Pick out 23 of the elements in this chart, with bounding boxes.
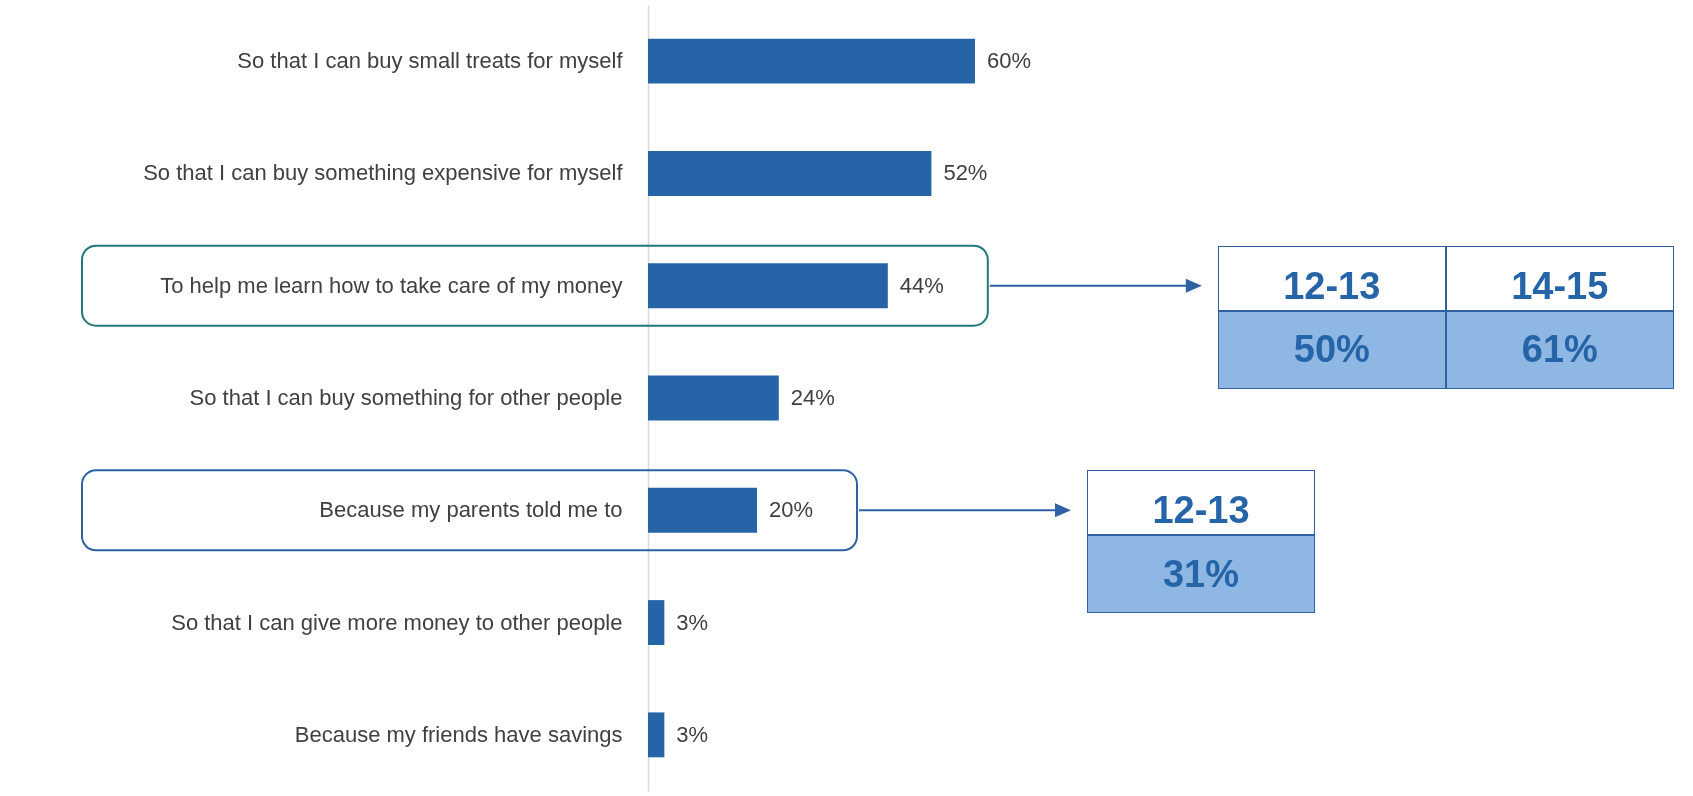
bar (648, 712, 665, 758)
y-tick-label: To help me learn how to take care of my money (160, 272, 623, 298)
data-label: 24% (790, 385, 835, 410)
bar (648, 38, 975, 84)
data-label: 20% (769, 497, 814, 523)
bar (648, 150, 932, 196)
y-tick-label: So that I can buy something expensive for myself (143, 160, 624, 186)
y-tick-label: So that I can give more money to other people (171, 609, 623, 635)
bar (648, 487, 757, 533)
y-tick-label: So that I can buy something for other people (189, 385, 623, 410)
data-label: 3% (676, 609, 709, 635)
y-tick-label: So that I can buy small treats for myself (237, 48, 624, 74)
data-label: 52% (943, 160, 988, 186)
y-tick-label: Because my parents told me to (319, 497, 623, 523)
data-label: 44% (899, 272, 944, 298)
age-table: 12-13 31% (1087, 470, 1315, 614)
bar (648, 375, 779, 421)
data-label: 60% (987, 48, 1032, 74)
bar (648, 263, 888, 309)
age-table: 12-13 50% 14-15 61% (1217, 245, 1674, 389)
y-tick-label: Because my friends have savings (294, 721, 623, 747)
data-label: 3% (676, 721, 709, 747)
bar (648, 600, 665, 646)
